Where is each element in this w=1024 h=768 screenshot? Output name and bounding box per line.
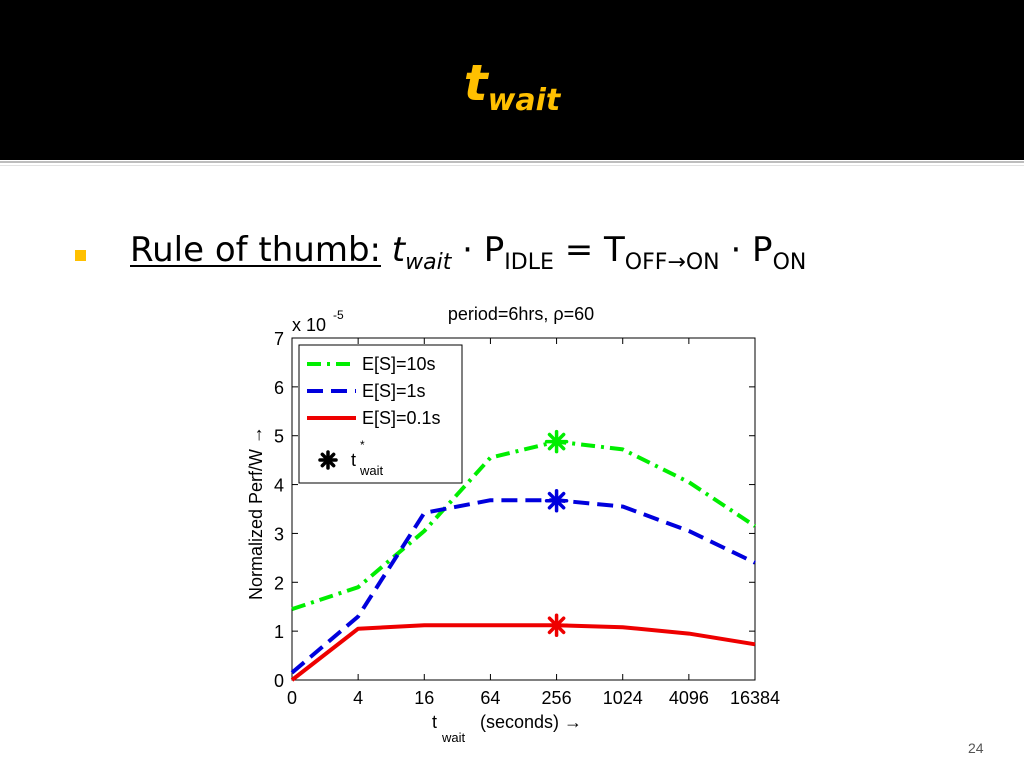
optimal-marker-2 <box>544 613 569 638</box>
y-tick-label: 3 <box>274 524 284 544</box>
legend-marker-sub: wait <box>359 463 384 478</box>
page-number: 24 <box>968 740 984 756</box>
slide-title: twait <box>0 58 1024 116</box>
chart-title: period=6hrs, ρ=60 <box>448 304 594 324</box>
legend-label-0: E[S]=10s <box>362 354 436 374</box>
title-divider <box>0 161 1024 163</box>
y-tick-label: 2 <box>274 573 284 593</box>
x-tick-label: 16 <box>414 688 434 708</box>
perf-per-watt-chart: period=6hrs, ρ=60 x 10 -5 0 4 16 64 256 1024 4… <box>246 304 780 745</box>
y-tick-label: 7 <box>274 329 284 349</box>
x-tick-label: 1024 <box>603 688 643 708</box>
legend: E[S]=10s E[S]=1s E[S]=0.1s t * wait <box>298 344 463 484</box>
x-axis-label: t wait (seconds) → <box>432 712 582 745</box>
x-tick-label: 256 <box>542 688 572 708</box>
optimal-marker-0 <box>544 429 569 454</box>
rule-of-thumb-text: Rule of thumb: twait · PIDLE = TOFF→ON ·… <box>130 230 806 275</box>
y-exponent-label: x 10 -5 <box>292 308 344 335</box>
x-tick-label: 4 <box>353 688 363 708</box>
legend-marker-label: t <box>351 450 356 470</box>
y-tick-label: 6 <box>274 378 284 398</box>
formula-p2-sub: ON <box>772 250 807 275</box>
axis-ticks: 0 4 16 64 256 1024 4096 16384 0 1 2 3 4 5 6 7 <box>274 329 780 708</box>
legend-label-2: E[S]=0.1s <box>362 408 441 428</box>
series-layer <box>290 429 757 682</box>
y-tick-label: 1 <box>274 622 284 642</box>
series-line-2 <box>290 623 756 682</box>
formula-p1-sub: IDLE <box>504 250 554 275</box>
x-tick-label: 64 <box>480 688 500 708</box>
bullet-square-icon <box>75 250 86 261</box>
x-label-t: t <box>432 712 437 732</box>
y-axis-label: Normalized Perf/W → <box>246 426 266 600</box>
formula-eq: = T <box>564 230 625 270</box>
slide-title-main: t <box>463 54 488 112</box>
rule-label: Rule of thumb: <box>130 230 381 270</box>
optimal-marker-1 <box>544 488 569 513</box>
legend-marker-asterisk-icon <box>318 450 338 470</box>
formula-t: t <box>391 230 406 270</box>
y-tick-label: 4 <box>274 476 284 496</box>
series-line-1 <box>290 498 756 675</box>
title-bar: twait <box>0 0 1024 160</box>
formula-eq-sub: OFF→ON <box>624 250 720 275</box>
legend-label-1: E[S]=1s <box>362 381 426 401</box>
slide-title-subscript: wait <box>487 83 561 118</box>
x-tick-label: 4096 <box>669 688 709 708</box>
legend-marker-sup: * <box>360 438 365 452</box>
formula-p2: · P <box>730 230 773 270</box>
y-tick-label: 0 <box>274 671 284 691</box>
formula-t-sub: wait <box>405 250 452 275</box>
y-exponent-base: x 10 <box>292 315 326 335</box>
x-label-sub: wait <box>441 730 466 745</box>
x-tick-label: 0 <box>287 688 297 708</box>
y-tick-label: 5 <box>274 427 284 447</box>
y-exponent-power: -5 <box>333 308 344 322</box>
title-divider-thin <box>0 165 1024 166</box>
formula-p1: · P <box>462 230 505 270</box>
x-label-rest: (seconds) → <box>480 712 582 732</box>
x-tick-label: 16384 <box>730 688 780 708</box>
